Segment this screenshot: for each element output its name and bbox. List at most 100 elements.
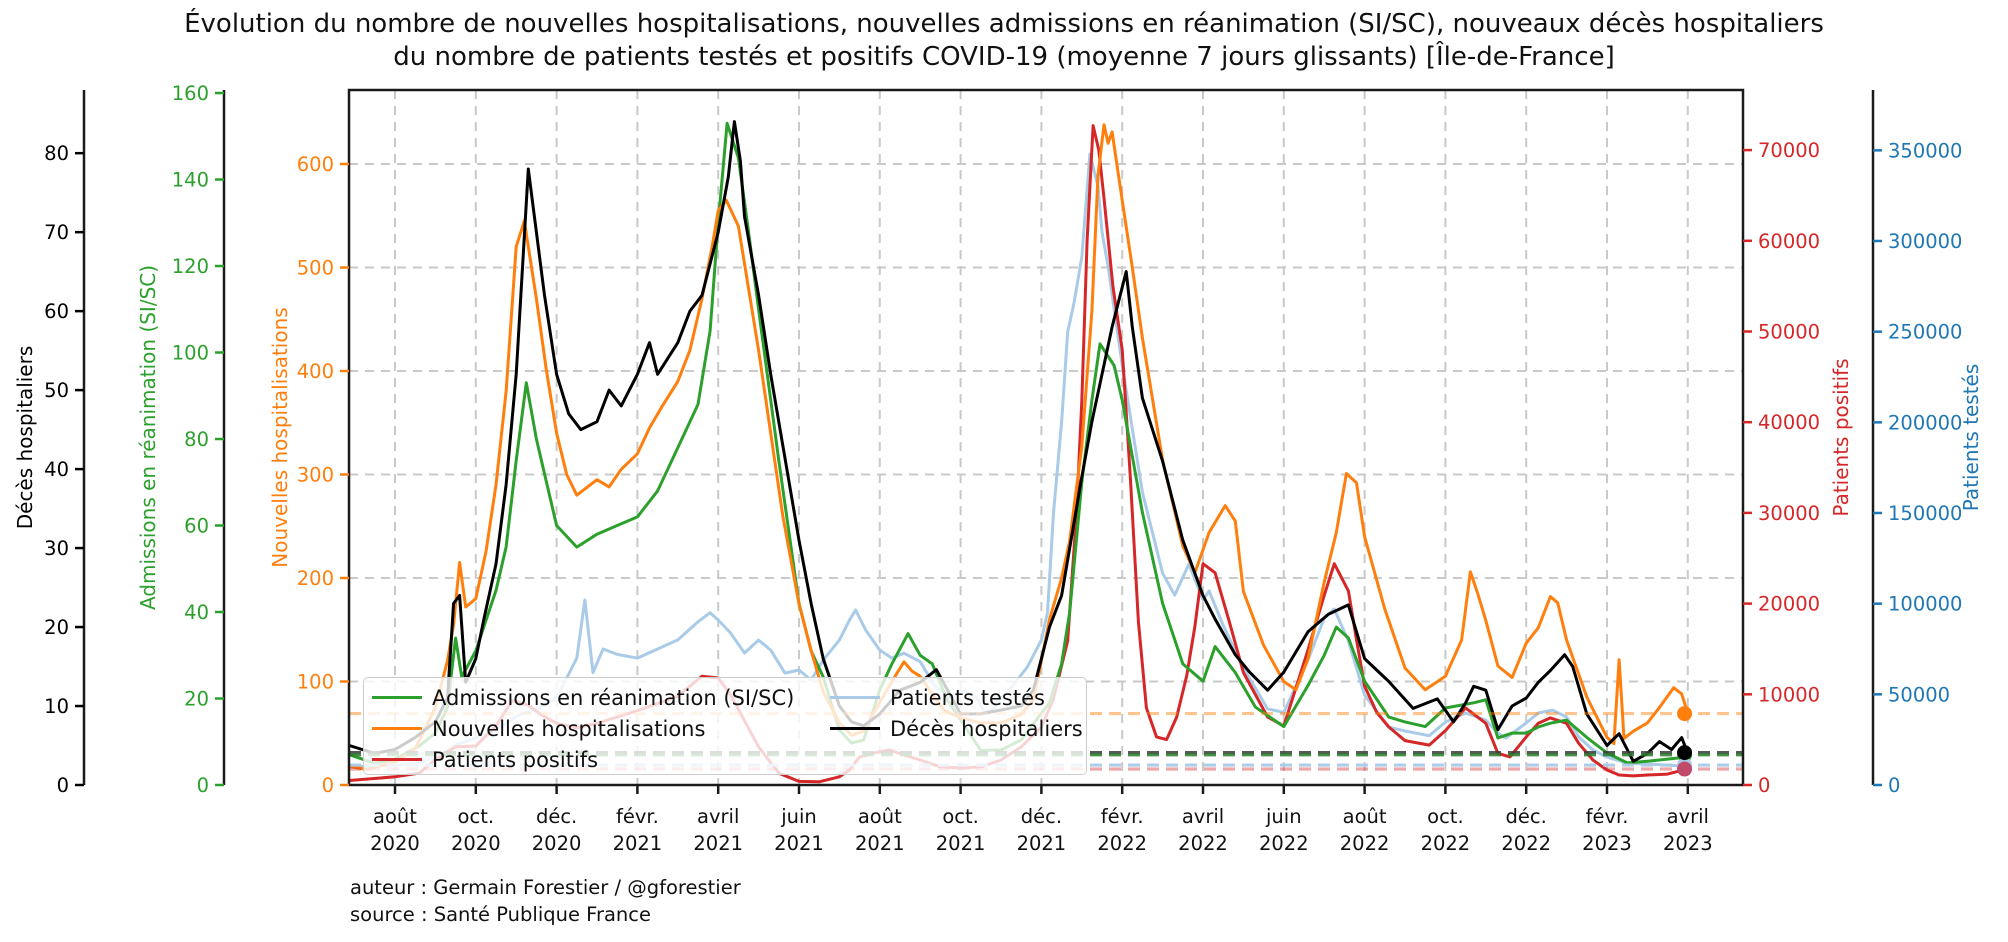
axis-title-hosp: Nouvelles hospitalisations: [268, 307, 292, 567]
x-tick-label-month: déc.: [1021, 805, 1062, 828]
axis-tick-label-pos: 10000: [1758, 683, 1820, 706]
axis-tick-label-tests: 250000: [1888, 321, 1962, 344]
legend-label-deces: Décès hospitaliers: [890, 716, 1083, 741]
axis-tick-label-pos: 70000: [1758, 139, 1820, 162]
x-tick-label-year: 2020: [451, 832, 501, 855]
axis-tick-label-rea: 20: [184, 688, 209, 711]
axis-tick-label-tests: 150000: [1888, 502, 1962, 525]
chart-title-line2: du nombre de patients testés et positifs…: [393, 42, 1615, 72]
legend-item-rea: Admissions en réanimation (SI/SC): [372, 682, 794, 713]
x-tick-label-month: févr.: [616, 805, 659, 828]
axis-tick-label-tests: 100000: [1888, 593, 1962, 616]
axis-tick-label-tests: 200000: [1888, 411, 1962, 434]
x-tick-label-month: févr.: [1101, 805, 1144, 828]
x-tick-label-year: 2022: [1501, 832, 1551, 855]
axis-tick-label-rea: 140: [172, 169, 209, 192]
legend-label-pos: Patients positifs: [432, 747, 599, 772]
axis-tick-label-hosp: 100: [297, 671, 334, 694]
legend-label-rea: Admissions en réanimation (SI/SC): [432, 685, 795, 710]
legend-column-2: Patients testés Décès hospitaliers: [830, 682, 1083, 744]
legend-label-tests: Patients testés: [890, 685, 1045, 710]
axis-tick-label-hosp: 600: [297, 153, 334, 176]
x-tick-label-year: 2021: [613, 832, 663, 855]
series-line-rea: [347, 121, 1690, 765]
axis-tick-label-pos: 0: [1758, 774, 1770, 797]
legend-item-hosp: Nouvelles hospitalisations: [372, 713, 794, 744]
x-tick-label-year: 2020: [532, 832, 582, 855]
axis-tick-label-hosp: 0: [322, 774, 334, 797]
legend: Admissions en réanimation (SI/SC) Nouvel…: [363, 677, 1087, 775]
chart-title: Évolution du nombre de nouvelles hospita…: [0, 8, 2008, 74]
axis-tick-label-pos: 20000: [1758, 593, 1820, 616]
rea-line-swatch: [372, 696, 422, 699]
axis-tick-label-deces: 80: [44, 142, 69, 165]
pos-line-swatch: [372, 758, 422, 761]
hosp-line-swatch: [372, 727, 422, 730]
axis-tick-label-tests: 50000: [1888, 683, 1950, 706]
x-tick-label-month: avril: [1182, 805, 1224, 828]
legend-label-hosp: Nouvelles hospitalisations: [432, 716, 706, 741]
axis-tick-label-pos: 60000: [1758, 230, 1820, 253]
x-tick-label-month: juin: [1265, 805, 1302, 828]
series-line-hosp: [347, 123, 1690, 771]
axis-tick-label-rea: 40: [184, 601, 209, 624]
series-line-deces: [347, 120, 1690, 763]
axis-title-tests: Patients testés: [1959, 364, 1983, 512]
axis-tick-label-deces: 70: [44, 221, 69, 244]
x-tick-label-year: 2022: [1178, 832, 1228, 855]
footer-credits: auteur : Germain Forestier / @gforestier…: [350, 874, 741, 928]
end-dot-deces: [1677, 745, 1693, 761]
axis-tick-label-hosp: 400: [297, 360, 334, 383]
x-tick-label-month: août: [1343, 805, 1387, 828]
x-tick-label-year: 2021: [774, 832, 824, 855]
x-tick-label-year: 2021: [693, 832, 743, 855]
axis-title-rea: Admissions en réanimation (SI/SC): [136, 265, 160, 610]
axis-title-pos: Patients positifs: [1829, 358, 1853, 516]
axis-title-deces: Décès hospitaliers: [13, 346, 37, 530]
axis-tick-label-deces: 30: [44, 537, 69, 560]
x-tick-label-month: oct.: [942, 805, 979, 828]
axis-tick-label-pos: 50000: [1758, 320, 1820, 343]
axis-tick-label-rea: 60: [184, 515, 209, 538]
axis-tick-label-pos: 40000: [1758, 411, 1820, 434]
x-tick-label-year: 2020: [370, 832, 420, 855]
x-tick-label-month: juin: [780, 805, 817, 828]
x-tick-label-year: 2022: [1421, 832, 1471, 855]
axis-tick-label-rea: 0: [197, 774, 209, 797]
x-tick-label-year: 2022: [1340, 832, 1390, 855]
plot-border: [347, 88, 1745, 787]
x-tick-label-year: 2023: [1663, 832, 1713, 855]
legend-item-pos: Patients positifs: [372, 744, 794, 775]
axis-tick-label-deces: 0: [57, 774, 69, 797]
axis-tick-label-hosp: 500: [297, 257, 334, 280]
legend-item-tests: Patients testés: [830, 682, 1083, 713]
footer-author: auteur : Germain Forestier / @gforestier: [350, 876, 741, 899]
x-tick-label-month: avril: [1667, 805, 1709, 828]
axis-tick-label-deces: 50: [44, 379, 69, 402]
x-tick-label-year: 2021: [855, 832, 905, 855]
axis-tick-label-tests: 350000: [1888, 139, 1962, 162]
x-tick-label-year: 2022: [1259, 832, 1309, 855]
axis-tick-label-pos: 30000: [1758, 502, 1820, 525]
end-dot-pos: [1677, 761, 1693, 777]
end-dot-hosp: [1677, 706, 1693, 722]
axis-tick-label-rea: 100: [172, 342, 209, 365]
axis-tick-label-deces: 20: [44, 616, 69, 639]
legend-column-1: Admissions en réanimation (SI/SC) Nouvel…: [372, 682, 794, 775]
axis-tick-label-tests: 300000: [1888, 230, 1962, 253]
x-tick-label-year: 2021: [936, 832, 986, 855]
x-tick-label-month: août: [373, 805, 417, 828]
axis-tick-label-tests: 0: [1888, 774, 1900, 797]
axis-tick-label-deces: 60: [44, 300, 69, 323]
axis-tick-label-hosp: 300: [297, 464, 334, 487]
axis-tick-label-deces: 10: [44, 695, 69, 718]
x-tick-label-month: févr.: [1586, 805, 1629, 828]
x-tick-label-month: déc.: [536, 805, 577, 828]
axis-tick-label-rea: 160: [172, 82, 209, 105]
axis-tick-label-rea: 120: [172, 255, 209, 278]
axis-tick-label-hosp: 200: [297, 567, 334, 590]
footer-source: source : Santé Publique France: [350, 903, 652, 926]
legend-item-deces: Décès hospitaliers: [830, 713, 1083, 744]
